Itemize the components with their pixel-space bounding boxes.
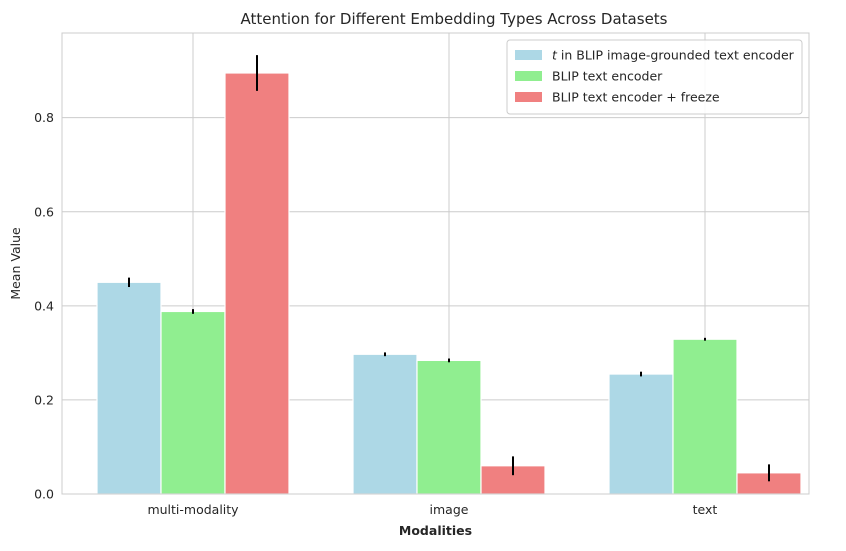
y-tick-labels: 0.0 0.2 0.4 0.6 0.8: [34, 110, 54, 501]
bar: [672, 338, 738, 495]
y-tick-label: 0.6: [34, 204, 54, 219]
legend-entry-label: BLIP text encoder + freeze: [552, 90, 720, 105]
bars: [96, 72, 802, 495]
legend-swatch: [515, 50, 542, 60]
bar: [224, 72, 290, 495]
bar: [160, 310, 226, 495]
legend-entry-prefix: t: [552, 48, 558, 63]
error-bars: [128, 55, 770, 482]
bar: [96, 281, 162, 495]
legend-entry: BLIP text encoder + freeze: [552, 90, 720, 105]
legend-box: [506, 39, 803, 115]
legend-swatch: [515, 92, 542, 102]
bar: [416, 359, 482, 495]
x-axis-label: Modalities: [399, 523, 472, 538]
chart-title: Attention for Different Embedding Types …: [241, 10, 668, 28]
legend-entry-label: in BLIP image-grounded text encoder: [557, 48, 795, 63]
x-tick-labels: multi-modality image text: [147, 502, 717, 517]
y-tick-label: 0.4: [34, 298, 54, 313]
legend-entry: t in BLIP image-grounded text encoder: [552, 48, 795, 63]
y-tick-label: 0.2: [34, 392, 54, 407]
x-tick-label: multi-modality: [147, 502, 239, 517]
legend: t in BLIP image-grounded text encoder BLI…: [506, 39, 803, 115]
plot-frame: [61, 32, 810, 495]
x-tick-label: image: [430, 502, 469, 517]
legend-entry-label: BLIP text encoder: [552, 69, 663, 84]
bar: [608, 373, 674, 495]
y-tick-label: 0.0: [34, 487, 54, 502]
legend-entry: BLIP text encoder: [552, 69, 663, 84]
y-tick-label: 0.8: [34, 110, 54, 125]
bar: [352, 353, 418, 495]
x-tick-label: text: [693, 502, 718, 517]
legend-swatch: [515, 71, 542, 81]
y-axis-label: Mean Value: [8, 227, 23, 300]
